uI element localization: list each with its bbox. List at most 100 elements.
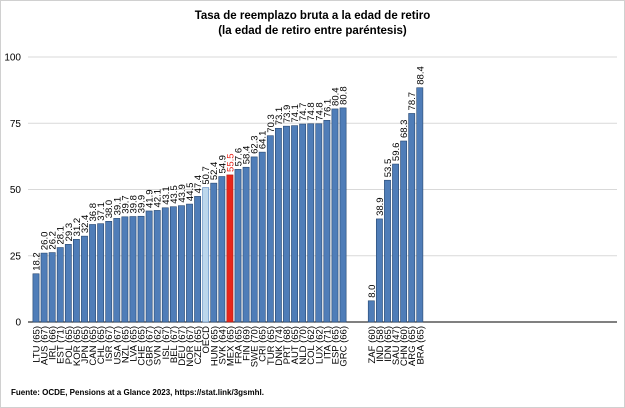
value-label-cri-65: 64.1 <box>258 131 269 150</box>
value-label-nld-70: 74.7 <box>298 103 309 122</box>
bar-dnk-74 <box>274 127 282 323</box>
value-label-irl-66: 26.2 <box>48 231 59 250</box>
x-tick-label-nld-70: NLD (70) <box>298 326 309 365</box>
value-label-sau-47: 59.6 <box>391 143 402 162</box>
value-label-est-71: 28.1 <box>56 226 67 245</box>
value-label-grc-66: 80.8 <box>339 86 350 105</box>
value-label-arg-65: 78.7 <box>407 92 418 111</box>
bar-sau-47 <box>392 163 399 323</box>
x-tick-label-ind-58: IND (58) <box>375 326 386 362</box>
source-note: Fuente: OCDE, Pensions at a Glance 2023,… <box>11 388 264 397</box>
x-tick-label-gbr-67: GBR (67) <box>145 326 156 366</box>
bar-deu-67 <box>178 205 185 323</box>
bar-nzl-65 <box>121 216 129 323</box>
y-tick-label-0: 0 <box>15 318 21 329</box>
value-label-aus-67: 26.0 <box>40 232 51 251</box>
bar-esp-65 <box>331 108 339 323</box>
y-tick-label-75: 75 <box>10 119 22 130</box>
value-label-isr-67: 38.0 <box>104 200 115 219</box>
x-tick-label-kor-65: KOR (65) <box>72 326 83 366</box>
bar-grc-66 <box>339 107 347 323</box>
bar-irl-66 <box>48 252 56 323</box>
value-label-isl-67: 43.1 <box>161 186 172 205</box>
value-label-gbr-67: 41.9 <box>145 189 156 208</box>
x-tick-label-grc-66: GRC (66) <box>339 326 350 367</box>
value-label-col-62: 74.8 <box>306 102 317 121</box>
bar-arg-65 <box>408 113 416 323</box>
x-tick-label-irl-66: IRL (66) <box>48 326 59 360</box>
bar-lva-65 <box>129 216 137 323</box>
value-label-ita-71: 76.1 <box>322 99 333 118</box>
value-label-chn-60: 68.3 <box>399 120 410 139</box>
bar-aut-65 <box>291 125 298 323</box>
x-tick-label-fin-69: FIN (69) <box>242 326 253 361</box>
value-label-fin-69: 58.4 <box>242 146 253 165</box>
x-tick-label-lux-62: LUX (62) <box>314 326 325 364</box>
x-tick-label-sau-47: SAU (47) <box>391 326 402 365</box>
bar-can-65 <box>89 224 96 323</box>
bar-bra-65 <box>416 87 424 323</box>
bar-ita-71 <box>323 120 331 323</box>
chart-subtitle: (la edad de retiro entre paréntesis) <box>218 25 407 37</box>
value-label-ltu-65: 18.2 <box>32 252 43 271</box>
x-tick-label-bel-67: BEL (67) <box>169 326 180 363</box>
value-label-ind-58: 38.9 <box>375 197 386 216</box>
x-tick-label-nor-67: NOR (67) <box>185 326 196 367</box>
x-tick-label-jpn-65: JPN (65) <box>80 326 91 363</box>
chart-title: Tasa de reemplazo bruta a la edad de ret… <box>194 10 431 22</box>
bar-chl-65 <box>97 223 105 323</box>
value-label-fra-65: 57.6 <box>234 148 245 167</box>
value-label-che-65: 39.9 <box>137 195 148 214</box>
value-label-esp-65: 80.4 <box>330 87 341 106</box>
bar-ind-58 <box>375 218 383 323</box>
bar-cri-65 <box>258 151 266 323</box>
value-label-nzl-65: 39.7 <box>120 195 131 214</box>
x-tick-label-usa-67: USA (67) <box>112 326 123 365</box>
bar-lux-62 <box>315 123 323 323</box>
bar-pol-65 <box>64 244 72 323</box>
x-tick-label-svn-62: SVN (62) <box>153 326 164 365</box>
bar-usa-67 <box>113 218 121 323</box>
value-label-usa-67: 39.1 <box>112 197 123 216</box>
x-tick-label-bra-65: BRA (65) <box>415 326 426 365</box>
bar-tur-65 <box>266 135 274 323</box>
value-label-deu-67: 43.9 <box>177 184 188 203</box>
x-tick-label-deu-67: DEU (67) <box>177 326 188 366</box>
value-label-bel-67: 43.5 <box>169 185 180 204</box>
value-label-nor-67: 44.5 <box>185 183 196 202</box>
x-tick-label-mex-65: MEX (65) <box>225 326 236 366</box>
y-tick-label-100: 100 <box>4 53 21 64</box>
x-tick-label-swe-70: SWE (70) <box>250 326 261 367</box>
bar-cze-65 <box>194 196 201 323</box>
value-label-kor-65: 31.2 <box>72 218 83 237</box>
x-tick-label-chl-65: CHL (65) <box>96 326 107 364</box>
bar-hun-65 <box>210 182 218 323</box>
bar-aus-67 <box>40 252 48 323</box>
bar-mex-65 <box>226 174 234 323</box>
bar-swe-70 <box>250 156 258 323</box>
value-label-bra-65: 88.4 <box>415 66 426 85</box>
bar-col-62 <box>307 123 315 323</box>
bar-prt-68 <box>283 125 290 323</box>
x-tick-label-oecd: OECD <box>201 326 212 354</box>
value-label-lva-65: 39.8 <box>128 195 139 214</box>
value-label-svn-62: 42.1 <box>153 189 164 208</box>
value-label-oecd: 50.7 <box>201 166 212 185</box>
value-label-cze-65: 47.4 <box>193 175 204 194</box>
x-tick-label-arg-65: ARG (65) <box>407 326 418 366</box>
y-tick-label-25: 25 <box>10 251 22 262</box>
bar-che-65 <box>137 215 145 323</box>
x-tick-label-idn-65: IDN (65) <box>383 326 394 362</box>
x-tick-label-isl-67: ISL (67) <box>161 326 172 359</box>
bar-fin-69 <box>242 166 250 323</box>
bar-oecd <box>202 187 210 323</box>
x-tick-label-che-65: CHE (65) <box>137 326 148 366</box>
x-tick-label-cri-65: CRI (65) <box>258 326 269 362</box>
x-tick-label-fra-65: FRA (65) <box>234 326 245 364</box>
y-tick-label-50: 50 <box>10 185 22 196</box>
x-tick-label-dnk-74: DNK (74) <box>274 326 285 366</box>
value-label-svk-64: 54.9 <box>217 155 228 174</box>
value-label-tur-65: 70.3 <box>266 114 277 133</box>
x-tick-label-ltu-65: LTU (65) <box>32 326 43 363</box>
